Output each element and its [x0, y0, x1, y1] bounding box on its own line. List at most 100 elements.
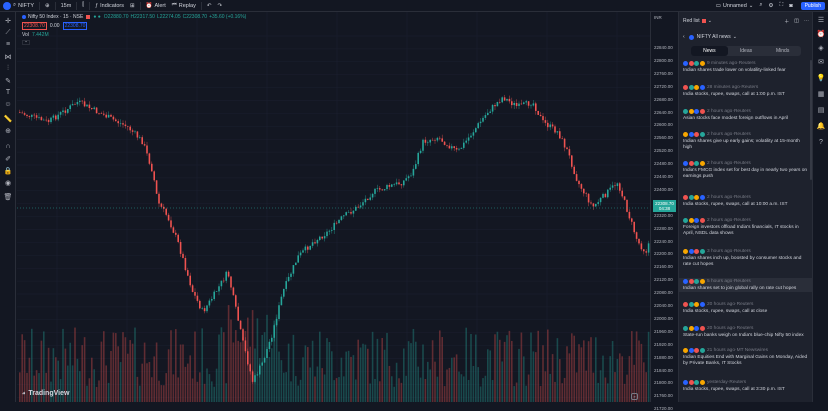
- candle-body: [21, 112, 23, 114]
- goto-realtime-button[interactable]: »: [631, 393, 638, 400]
- news-item[interactable]: 2 hours ago · Reuters Asian stocks face m…: [683, 108, 809, 122]
- symbol-avatar-icon: [683, 217, 688, 223]
- brush-tool[interactable]: ✎: [3, 76, 13, 85]
- redo-button[interactable]: ↷: [214, 0, 225, 12]
- candle-body: [177, 234, 179, 242]
- more-options-icon[interactable]: ⋯: [804, 18, 809, 24]
- news-item[interactable]: 9 minutes ago · Reuters Indian shares tra…: [683, 60, 809, 74]
- volume-bar: [155, 342, 158, 402]
- layout-button[interactable]: ▭ Unnamed ⌄: [713, 0, 757, 12]
- draw-mode-tool[interactable]: ✐: [3, 154, 13, 163]
- candle-body: [319, 236, 321, 240]
- tab-news[interactable]: News: [691, 46, 728, 56]
- panel-scrollbar[interactable]: [810, 60, 812, 180]
- news-item[interactable]: 5 hours ago · Reuters Indian shares set t…: [679, 278, 813, 292]
- tab-ideas[interactable]: Ideas: [739, 48, 753, 54]
- news-item[interactable]: 20 hours ago · Reuters India stocks, rupe…: [683, 301, 809, 315]
- news-item[interactable]: 2 hours ago · Reuters Foreign investors o…: [683, 217, 809, 237]
- news-item[interactable]: 2 hours ago · Reuters Indian shares give …: [683, 131, 809, 151]
- news-sidebar-button[interactable]: ▤: [817, 106, 825, 114]
- news-item[interactable]: yesterday · Reuters India stocks, rupee, …: [683, 379, 809, 393]
- advanced-view-icon[interactable]: ◫: [794, 18, 799, 24]
- chart-type-button[interactable]: ⫿: [79, 0, 87, 12]
- fib-tool[interactable]: ≡: [3, 40, 13, 49]
- news-tabs: News Ideas Minds: [691, 46, 801, 56]
- candle-body: [431, 139, 434, 141]
- indicators-button[interactable]: ƒ Indicators: [92, 0, 127, 12]
- list-icon: ☰: [817, 17, 825, 24]
- volume-bar: [223, 332, 225, 402]
- hide-tool[interactable]: ◉: [3, 178, 13, 187]
- trendline-tool[interactable]: ⟋: [3, 28, 13, 37]
- collapse-legend-button[interactable]: ⌃: [22, 40, 30, 45]
- symbol-avatar-icon: [699, 379, 705, 385]
- measure-tool[interactable]: 📏: [3, 114, 13, 123]
- pattern-tool[interactable]: ⋈: [3, 52, 13, 61]
- legend-title: Nifty 50 Index · 15 · NSE: [28, 14, 84, 20]
- publish-button[interactable]: Publish: [796, 0, 828, 12]
- alerts-sidebar-button[interactable]: ⏰: [817, 30, 826, 38]
- sell-price[interactable]: 22308.70: [22, 22, 47, 30]
- news-item[interactable]: 20 hours ago · Reuters State-run banks we…: [683, 325, 809, 339]
- add-symbol-button[interactable]: ＋: [784, 18, 790, 25]
- volume-bar: [31, 328, 33, 402]
- chart-legend: Nifty 50 Index · 15 · NSE ● ● O22880.70 …: [22, 14, 246, 45]
- news-item[interactable]: 21 hours ago · MT Newswires Indian Equiti…: [683, 347, 809, 367]
- tradingview-logo: ⟓ TradingView: [22, 389, 69, 397]
- news-item[interactable]: 2 hours ago · Reuters India's FMCG index …: [683, 160, 809, 180]
- candle-body: [273, 325, 275, 338]
- volume-bar: [511, 340, 513, 402]
- buy-price[interactable]: 22308.70: [62, 22, 88, 30]
- settings-button[interactable]: ⚙: [765, 0, 776, 12]
- symbol-avatar-icon: [683, 160, 688, 166]
- templates-button[interactable]: ⊞: [127, 0, 138, 12]
- magnet-tool[interactable]: ∩: [3, 142, 13, 151]
- candle-body: [429, 139, 431, 143]
- help-sidebar-button[interactable]: ?: [817, 138, 825, 146]
- news-item[interactable]: 2 hours ago · Reuters India stocks, rupee…: [683, 194, 809, 208]
- notifications-sidebar-button[interactable]: 🔔: [817, 122, 826, 130]
- candle-body: [287, 276, 290, 282]
- chat-sidebar-button[interactable]: ✉: [817, 58, 825, 66]
- chevron-down-icon[interactable]: ⌄: [732, 34, 737, 40]
- alert-button[interactable]: ⏰ Alert: [143, 0, 169, 12]
- news-item[interactable]: 28 minutes ago · Reuters India stocks, ru…: [683, 84, 809, 98]
- object-tree-sidebar-button[interactable]: ◈: [817, 44, 825, 52]
- watchlist-title[interactable]: Red list: [683, 18, 700, 24]
- news-item[interactable]: 3 hours ago · Reuters Indian shares inch …: [683, 248, 809, 268]
- price-tick-label: 21760.00: [654, 393, 673, 399]
- calendar-sidebar-button[interactable]: ▦: [817, 90, 825, 98]
- candle-body: [604, 193, 607, 198]
- cursor-tool[interactable]: ✛: [3, 16, 13, 25]
- snapshot-button[interactable]: ◙: [786, 0, 795, 12]
- delete-tool[interactable]: 🗑: [3, 192, 13, 201]
- symbol-search[interactable]: ⌕ NIFTY: [0, 0, 37, 12]
- fullscreen-button[interactable]: ⛶: [776, 0, 786, 12]
- watchlist-sidebar-button[interactable]: ☰: [817, 16, 825, 24]
- candle-body: [578, 180, 580, 185]
- interval-button[interactable]: 15m: [58, 0, 75, 12]
- chevron-down-icon[interactable]: ⌄: [707, 18, 712, 24]
- replay-button[interactable]: ⏮ Replay: [169, 0, 199, 12]
- ideas-sidebar-button[interactable]: 💡: [817, 74, 826, 82]
- volume-bar: [352, 355, 355, 402]
- back-arrow-icon[interactable]: ‹: [683, 34, 685, 40]
- text-tool[interactable]: T: [3, 88, 13, 97]
- news-source: Reuters: [733, 194, 751, 200]
- compare-button[interactable]: ⊕: [42, 0, 53, 12]
- lock-tool[interactable]: 🔒: [3, 166, 13, 175]
- quick-search-button[interactable]: ⌕: [756, 0, 765, 12]
- undo-button[interactable]: ↶: [204, 0, 215, 12]
- news-feed-title[interactable]: NIFTY All news: [696, 34, 731, 40]
- volume-bar: [544, 371, 547, 402]
- zoom-tool[interactable]: ⊕: [3, 126, 13, 135]
- volume-bar: [115, 333, 117, 402]
- candle-body: [638, 238, 640, 244]
- chart-area[interactable]: [17, 12, 650, 402]
- symbol-avatar-icon: [688, 60, 694, 66]
- projection-tool[interactable]: ⫶: [3, 64, 13, 73]
- emoji-tool[interactable]: ☺: [3, 100, 13, 109]
- tab-minds[interactable]: Minds: [776, 48, 790, 54]
- legend-dots[interactable]: ● ●: [93, 14, 101, 20]
- price-axis[interactable]: INR 22840.00 22800.00 22760.00 22720.00 2268…: [650, 12, 678, 411]
